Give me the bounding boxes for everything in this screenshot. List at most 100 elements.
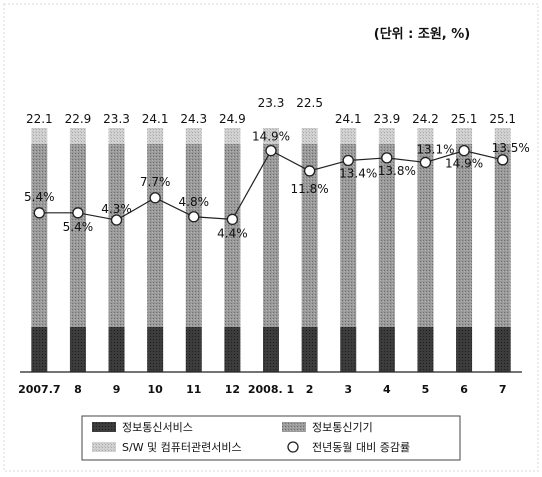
growth-rate-label: 14.9% bbox=[252, 130, 290, 144]
bar-segment-ict-services bbox=[31, 327, 48, 372]
bar-segment-ict-services bbox=[69, 327, 86, 372]
bar-total-label: 22.1 bbox=[26, 112, 53, 126]
legend-swatch bbox=[282, 422, 306, 432]
legend-swatch bbox=[92, 422, 116, 432]
growth-rate-marker bbox=[149, 192, 161, 204]
bar-total-label: 22.9 bbox=[65, 112, 92, 126]
bar-segment-ict-services bbox=[456, 327, 473, 372]
bar-segment-sw-services bbox=[417, 128, 434, 144]
bar-total-label: 23.9 bbox=[373, 112, 400, 126]
growth-rate-marker bbox=[265, 145, 277, 157]
bar-total-label: 24.1 bbox=[335, 112, 362, 126]
unit-note: (단위 : 조원, %) bbox=[374, 26, 470, 42]
x-tick-label: 2 bbox=[306, 383, 314, 396]
growth-rate-marker bbox=[381, 152, 393, 164]
bar-segment-ict-services bbox=[494, 327, 511, 372]
bar-segment-ict-services bbox=[263, 327, 279, 372]
bar-segment-sw-services bbox=[456, 128, 473, 144]
bar-segment-ict-devices bbox=[340, 144, 357, 327]
growth-rate-label: 7.7% bbox=[140, 175, 171, 189]
x-tick-label: 9 bbox=[113, 383, 121, 396]
bar-total-label: 22.5 bbox=[296, 96, 323, 110]
x-axis: 2007.7 8 9 10 11 12 2008. 1 2 3 4 5 6 7 bbox=[18, 371, 522, 396]
growth-rate-marker bbox=[497, 154, 509, 166]
legend-swatch bbox=[92, 442, 116, 452]
x-tick-label: 8 bbox=[74, 383, 82, 396]
bar-segment-ict-services bbox=[417, 327, 434, 372]
bar-total-label: 23.3 bbox=[103, 112, 130, 126]
growth-rate-label: 4.8% bbox=[179, 195, 210, 209]
bar-total-label: 24.9 bbox=[219, 112, 246, 126]
growth-rate-label: 13.1% bbox=[416, 142, 454, 156]
bar-segment-ict-services bbox=[340, 327, 357, 372]
growth-rate-marker bbox=[33, 207, 45, 219]
legend-marker-circle bbox=[287, 441, 299, 453]
growth-rate-label: 5.4% bbox=[24, 190, 55, 204]
bar-segment-sw-services bbox=[69, 128, 86, 144]
growth-rate-marker bbox=[342, 154, 354, 167]
growth-rate-label: 4.4% bbox=[217, 226, 248, 240]
growth-rate-marker bbox=[458, 145, 470, 157]
x-tick-label: 4 bbox=[383, 383, 391, 396]
bar-total-label: 25.1 bbox=[451, 112, 478, 126]
x-tick-label: 10 bbox=[147, 383, 163, 396]
x-tick-label: 2008. 1 bbox=[248, 383, 294, 396]
bar-segment-sw-services bbox=[147, 128, 164, 144]
growth-rate-marker bbox=[72, 207, 84, 219]
growth-rate-marker bbox=[226, 213, 239, 226]
growth-rate-label: 14.9% bbox=[445, 157, 483, 171]
bar-segment-sw-services bbox=[494, 128, 511, 144]
bar-segment-ict-devices bbox=[69, 144, 86, 327]
x-tick-label: 6 bbox=[460, 383, 468, 396]
bar-total-label: 24.2 bbox=[412, 112, 439, 126]
growth-rate-marker bbox=[188, 211, 200, 223]
bars-layer bbox=[31, 128, 511, 372]
bar-total-label: 24.1 bbox=[142, 112, 169, 126]
bar-segment-ict-devices bbox=[301, 144, 318, 327]
bar-total-label: 24.3 bbox=[180, 112, 207, 126]
growth-rate-label: 4.3% bbox=[101, 202, 132, 216]
bar-segment-ict-devices bbox=[263, 144, 279, 327]
bar-total-label: 25.1 bbox=[489, 112, 516, 126]
bar-total-label: 23.3 bbox=[258, 96, 285, 110]
growth-rate-label: 11.8% bbox=[291, 182, 329, 196]
legend-box bbox=[81, 415, 461, 461]
x-tick-label: 12 bbox=[225, 383, 240, 396]
growth-rate-label: 13.8% bbox=[378, 164, 416, 178]
bar-segment-ict-services bbox=[108, 327, 125, 372]
bar-segment-sw-services bbox=[31, 128, 48, 144]
bar-segment-ict-devices bbox=[185, 144, 202, 327]
bar-segment-ict-devices bbox=[224, 144, 241, 327]
bar-segment-ict-devices bbox=[378, 144, 395, 327]
bar-segment-ict-services bbox=[185, 327, 202, 372]
bar-segment-ict-services bbox=[147, 327, 164, 372]
x-tick-label: 5 bbox=[422, 383, 430, 396]
bar-segment-ict-devices bbox=[31, 144, 48, 327]
bar-segment-sw-services bbox=[224, 128, 241, 144]
bar-segment-ict-devices bbox=[494, 144, 511, 327]
outer-border bbox=[3, 3, 539, 472]
growth-rate-label: 13.5% bbox=[492, 141, 530, 155]
bar-segment-ict-devices bbox=[456, 144, 473, 327]
legend-label: 정보통신서비스 bbox=[122, 421, 193, 434]
bar-segment-sw-services bbox=[108, 128, 125, 144]
legend-label: 정보통신기기 bbox=[312, 421, 373, 434]
x-tick-label: 2007.7 bbox=[18, 383, 60, 396]
bar-segment-sw-services bbox=[378, 128, 395, 144]
growth-rate-label: 5.4% bbox=[63, 220, 94, 234]
bar-segment-sw-services bbox=[263, 128, 279, 144]
bar-segment-sw-services bbox=[185, 128, 202, 144]
total-labels-layer: 22.1 22.9 23.3 24.1 24.3 24.9 23.3 22.5 24.1 23.9… bbox=[26, 96, 516, 126]
bar-segment-ict-devices bbox=[417, 144, 434, 327]
legend-label: 전년동월 대비 증감률 bbox=[312, 441, 410, 454]
bar-segment-sw-services bbox=[340, 128, 357, 144]
bar-segment-sw-services bbox=[301, 128, 318, 144]
growth-rate-label: 13.4% bbox=[339, 166, 377, 180]
bar-segment-ict-services bbox=[378, 327, 395, 372]
x-tick-label: 7 bbox=[499, 383, 507, 396]
legend: 정보통신서비스 정보통신기기 S/W 및 컴퓨터관련서비스 전년동월 대비 증감률 bbox=[81, 415, 461, 461]
legend-label: S/W 및 컴퓨터관련서비스 bbox=[122, 441, 242, 454]
bar-segment-ict-devices bbox=[147, 144, 164, 327]
bar-segment-ict-devices bbox=[108, 144, 125, 327]
